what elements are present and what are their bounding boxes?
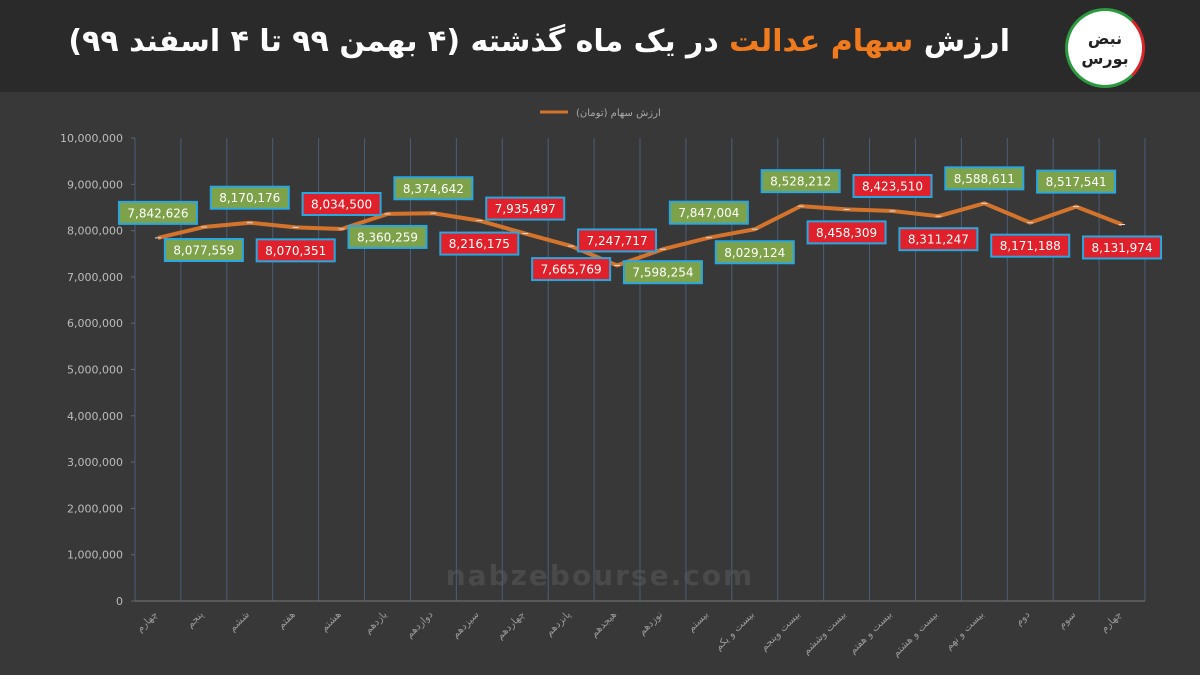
value-label-box — [117, 200, 198, 225]
title-part: ارزش — [923, 24, 1010, 59]
value-label-box — [1036, 169, 1117, 194]
value-label: 8,528,212 — [760, 169, 841, 194]
y-tick-label: 3,000,000 — [67, 456, 123, 469]
value-label-box — [209, 185, 290, 210]
value-label-text: 8,360,259 — [357, 230, 418, 244]
value-label-box — [714, 240, 795, 265]
title-bar: ارزش سهام عدالت در یک ماه گذشته (۴ بهمن … — [0, 0, 1200, 92]
value-label: 8,517,541 — [1036, 169, 1117, 194]
value-label-text: 8,077,559 — [173, 244, 234, 258]
y-tick-label: 1,000,000 — [67, 549, 123, 562]
value-label-text: 7,842,626 — [127, 206, 188, 220]
value-label-box — [439, 231, 520, 256]
y-tick-label: 10,000,000 — [60, 132, 123, 145]
value-label-text: 8,170,176 — [219, 191, 280, 205]
value-label: 8,170,176 — [209, 185, 290, 210]
value-label-box — [668, 200, 749, 225]
value-label: 8,070,351 — [255, 238, 336, 263]
value-label: 8,458,309 — [806, 220, 887, 245]
value-label: 8,034,500 — [301, 192, 382, 217]
value-label: 7,935,497 — [485, 196, 566, 221]
value-label-text: 8,528,212 — [770, 175, 831, 189]
value-label: 8,216,175 — [439, 231, 520, 256]
value-label: 8,311,247 — [898, 227, 979, 252]
value-label-text: 7,598,254 — [632, 266, 693, 280]
title-highlight: سهام عدالت — [729, 24, 914, 59]
y-tick-label: 0 — [116, 595, 123, 608]
legend-label: ارزش سهام (تومان) — [576, 108, 661, 119]
value-label-box — [347, 224, 428, 249]
value-label-box — [622, 260, 703, 285]
value-label: 8,423,510 — [852, 173, 933, 198]
logo-text: بورس — [1081, 49, 1129, 68]
y-tick-label: 5,000,000 — [67, 364, 123, 377]
value-label: 8,360,259 — [347, 224, 428, 249]
value-label-text: 7,935,497 — [495, 202, 556, 216]
value-label: 7,247,717 — [577, 228, 658, 253]
value-label-box — [393, 176, 474, 201]
value-label-box — [760, 169, 841, 194]
title-part: در یک ماه گذشته (۴ بهمن ۹۹ تا ۴ اسفند ۹۹… — [68, 24, 719, 59]
value-label-box — [898, 227, 979, 252]
value-label-text: 8,458,309 — [816, 226, 877, 240]
value-label-box — [163, 238, 244, 263]
value-label-box — [577, 228, 658, 253]
value-label: 7,847,004 — [668, 200, 749, 225]
value-label-text: 8,374,642 — [403, 182, 464, 196]
chart-title: ارزش سهام عدالت در یک ماه گذشته (۴ بهمن … — [68, 24, 1010, 59]
value-label-box — [944, 166, 1025, 191]
value-label-box — [531, 257, 612, 282]
logo: نبض بورس — [1065, 8, 1145, 88]
value-label-box — [806, 220, 887, 245]
y-tick-label: 8,000,000 — [67, 225, 123, 238]
value-label-box — [990, 233, 1071, 258]
value-label-text: 8,029,124 — [724, 246, 785, 260]
value-label-text: 7,847,004 — [678, 206, 739, 220]
value-label: 7,665,769 — [531, 257, 612, 282]
value-label: 8,131,974 — [1082, 235, 1163, 260]
value-label-text: 8,588,611 — [954, 172, 1015, 186]
value-label: 8,588,611 — [944, 166, 1025, 191]
value-label: 7,598,254 — [622, 260, 703, 285]
y-tick-label: 2,000,000 — [67, 502, 123, 515]
value-label-box — [852, 173, 933, 198]
value-label: 8,374,642 — [393, 176, 474, 201]
value-label-text: 8,216,175 — [449, 237, 510, 251]
value-label-box — [301, 192, 382, 217]
value-label-text: 8,034,500 — [311, 198, 372, 212]
value-label-box — [255, 238, 336, 263]
value-label-text: 8,070,351 — [265, 244, 326, 258]
value-label: 7,842,626 — [117, 200, 198, 225]
logo-text: نبض — [1087, 29, 1123, 48]
y-tick-label: 4,000,000 — [67, 410, 123, 423]
value-label-text: 8,131,974 — [1092, 241, 1153, 255]
y-tick-label: 7,000,000 — [67, 271, 123, 284]
value-label: 8,029,124 — [714, 240, 795, 265]
value-label-text: 8,517,541 — [1046, 175, 1107, 189]
value-label-text: 8,171,188 — [1000, 239, 1061, 253]
watermark: nabzebourse.com — [446, 559, 754, 592]
value-label-box — [485, 196, 566, 221]
value-label-box — [1082, 235, 1163, 260]
value-label-text: 7,665,769 — [541, 263, 602, 277]
value-label: 8,077,559 — [163, 238, 244, 263]
value-label-text: 8,311,247 — [908, 233, 969, 247]
value-label-text: 7,247,717 — [587, 234, 648, 248]
value-label-text: 8,423,510 — [862, 179, 923, 193]
line — [157, 201, 1123, 268]
y-tick-label: 9,000,000 — [67, 178, 123, 191]
y-tick-label: 6,000,000 — [67, 317, 123, 330]
value-label: 8,171,188 — [990, 233, 1071, 258]
